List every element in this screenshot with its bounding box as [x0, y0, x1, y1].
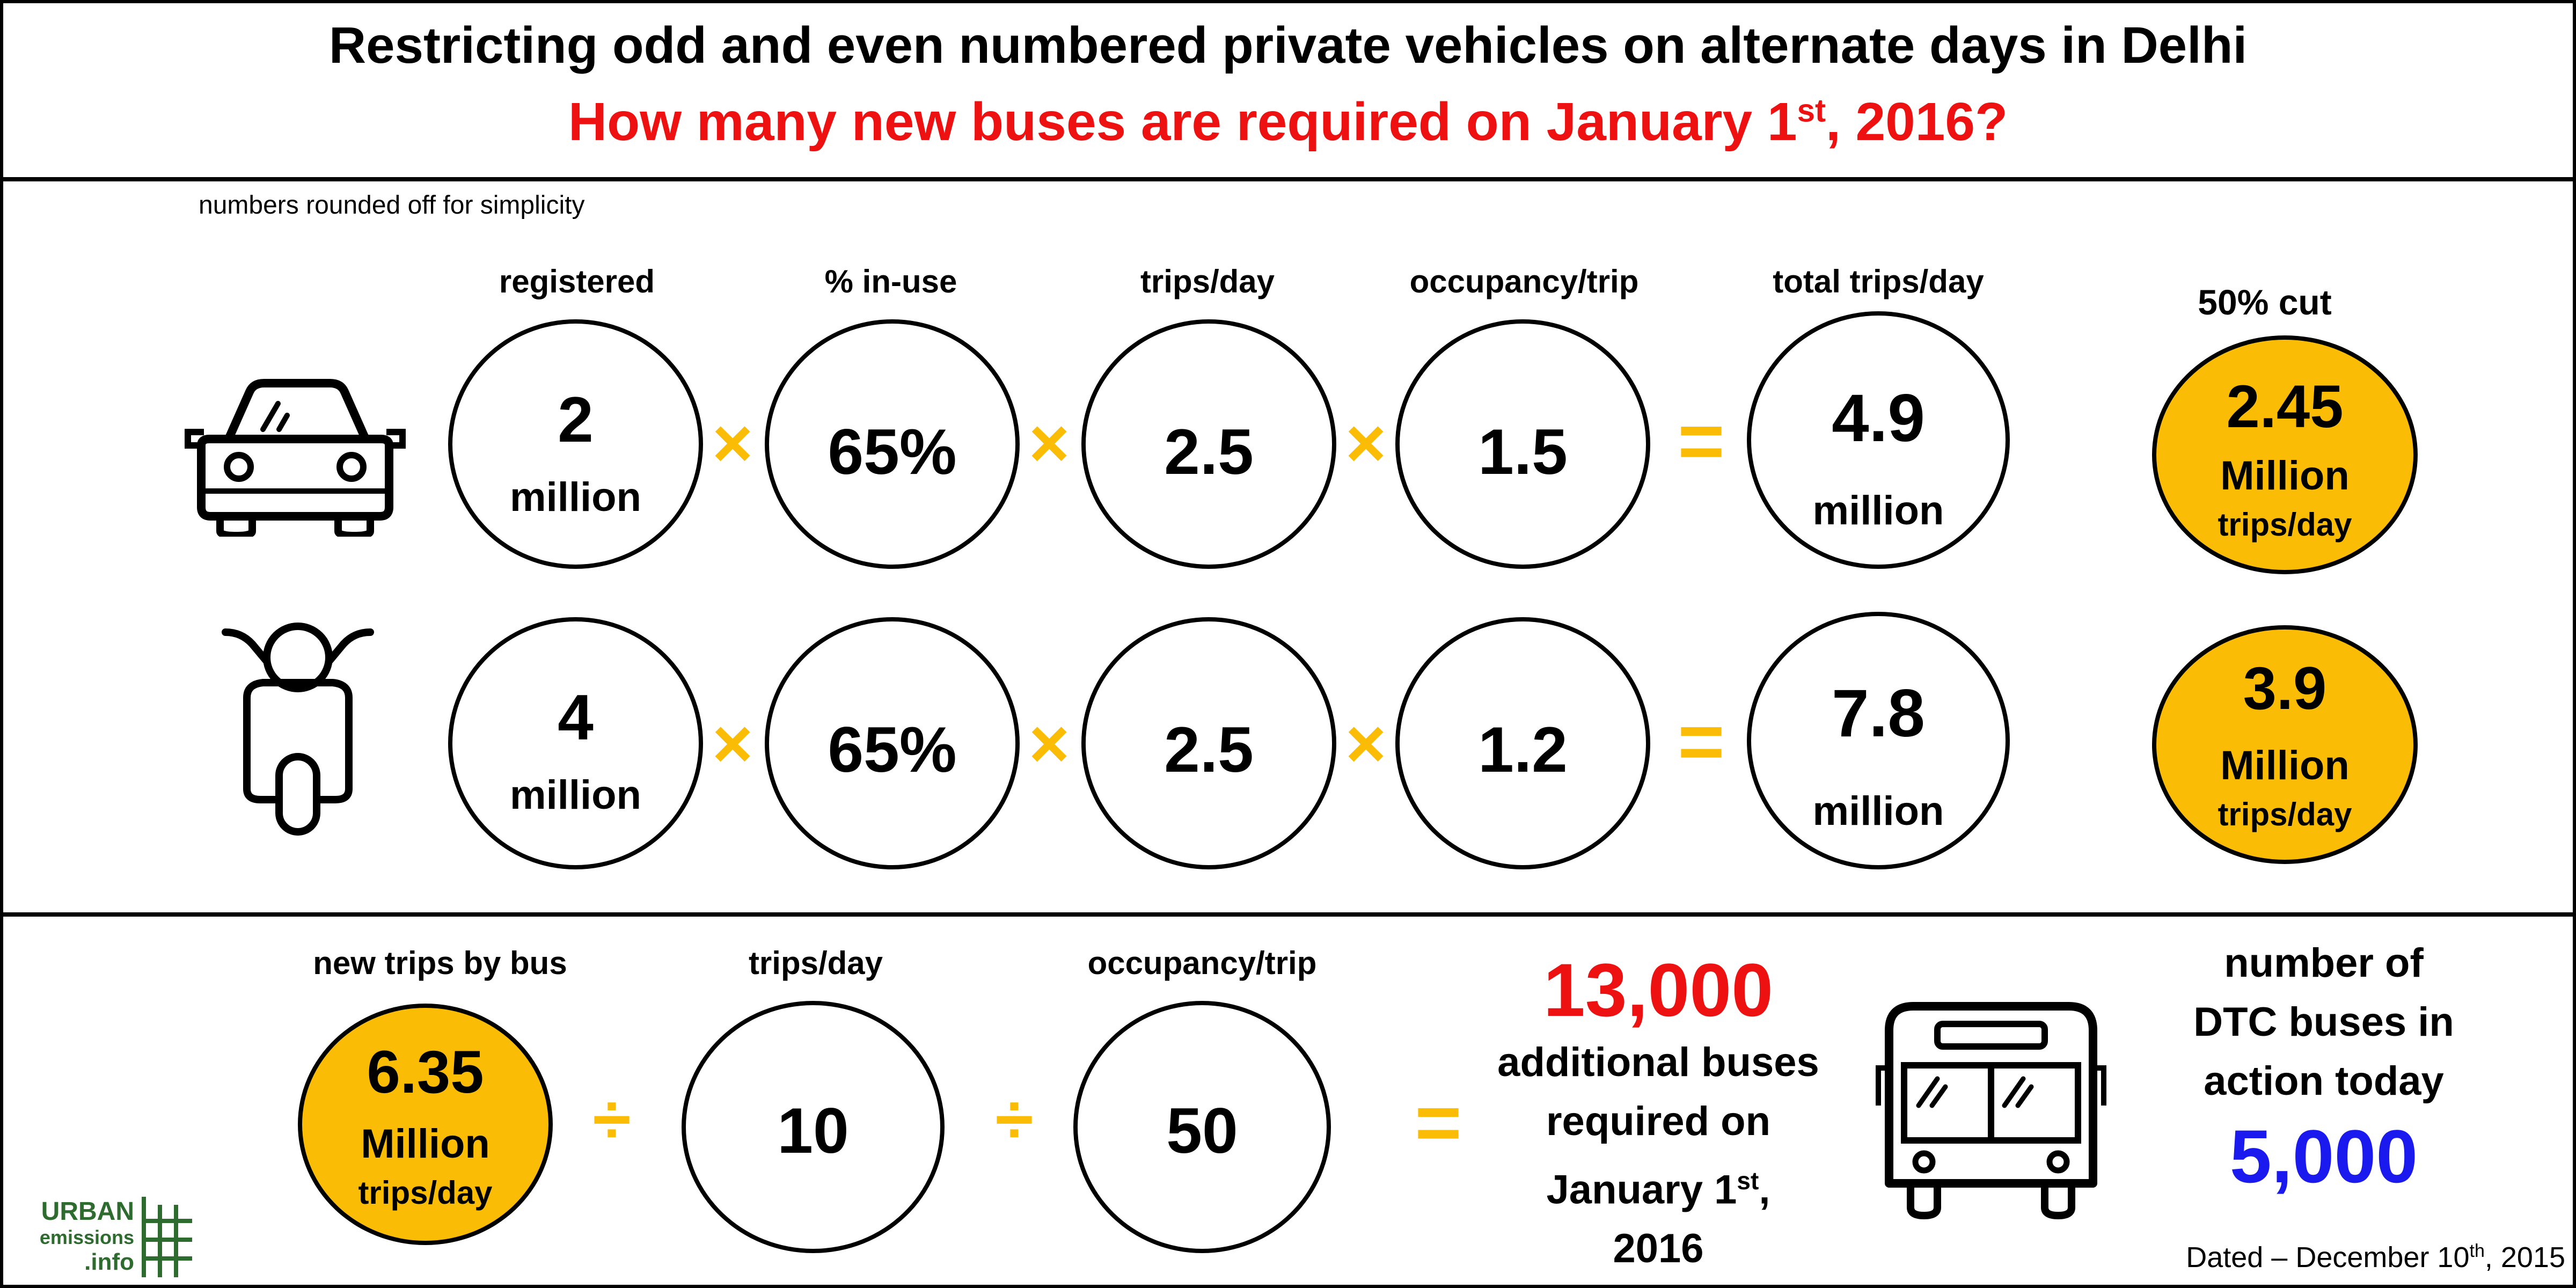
scooter-total-value: 7.8 — [1832, 676, 1925, 751]
date-prefix: Dated – December 10 — [2186, 1241, 2470, 1274]
car-trips-circle: 2.5 — [1081, 319, 1336, 569]
label-new-trips-by-bus: new trips by bus — [313, 945, 567, 981]
car-icon — [185, 379, 406, 537]
label-in-use: % in-use — [824, 264, 957, 299]
dtc-line-1: number of — [2224, 940, 2424, 986]
scooter-cut-value: 3.9 — [2243, 655, 2327, 722]
result-line-2: required on — [1546, 1099, 1771, 1144]
car-total-unit: million — [1812, 488, 1944, 533]
dtc-block: number of DTC buses in action today 5,00… — [2174, 934, 2474, 1202]
car-registered-unit: million — [510, 474, 641, 520]
scooter-total-circle: 7.8 million — [1747, 612, 2010, 869]
dtc-line-2: DTC buses in — [2193, 999, 2454, 1045]
multiply-operator: × — [1345, 404, 1386, 482]
result-line-4: 2016 — [1613, 1226, 1704, 1272]
rounding-note: numbers rounded off for simplicity — [199, 191, 585, 219]
divide-operator: ÷ — [592, 1080, 631, 1158]
car-cut-circle: 2.45 Million trips/day — [2152, 335, 2418, 574]
scooter-registered-circle: 4 million — [448, 617, 703, 869]
subtitle-sup: st — [1797, 92, 1826, 129]
date-suffix: , 2015 — [2484, 1241, 2565, 1274]
bus-occupancy-circle: 50 — [1073, 1001, 1331, 1253]
result-line-1: additional buses — [1497, 1040, 1819, 1085]
result-line-3-prefix: January 1 — [1546, 1167, 1737, 1213]
multiply-operator: × — [1345, 704, 1386, 782]
scooter-cut-sub: trips/day — [2218, 796, 2352, 832]
car-registered-circle: 2 million — [448, 319, 703, 569]
new-trips-value: 6.35 — [367, 1038, 484, 1106]
result-block: 13,000 additional buses required on Janu… — [1470, 947, 1846, 1278]
multiply-operator: × — [712, 404, 753, 482]
page-subtitle: How many new buses are required on Janua… — [0, 91, 2576, 153]
label-bus-occupancy: occupancy/trip — [1087, 945, 1317, 981]
scooter-occupancy-value: 1.2 — [1478, 714, 1568, 786]
bus-occupancy-value: 50 — [1166, 1095, 1238, 1167]
new-trips-circle: 6.35 Million trips/day — [298, 1004, 553, 1245]
label-total-trips: total trips/day — [1773, 264, 1984, 299]
result-line-3: January 1st, — [1470, 1151, 1846, 1219]
label-registered: registered — [499, 264, 655, 299]
date-sup: th — [2469, 1241, 2485, 1261]
car-in-use-circle: 65% — [765, 319, 1020, 569]
scooter-registered-unit: million — [510, 772, 641, 818]
logo-line-1: URBAN — [41, 1197, 134, 1226]
date-stamp: Dated – December 10th, 2015 — [2136, 1241, 2565, 1274]
scooter-total-unit: million — [1812, 788, 1944, 834]
scooter-cut-unit: Million — [2220, 743, 2350, 788]
car-occupancy-circle: 1.5 — [1395, 319, 1650, 569]
label-occupancy: occupancy/trip — [1409, 264, 1639, 299]
scooter-registered-value: 4 — [558, 682, 594, 753]
car-trips-value: 2.5 — [1164, 416, 1254, 488]
multiply-operator: × — [712, 704, 753, 782]
bus-icon — [1876, 1002, 2106, 1220]
scooter-icon — [222, 623, 374, 836]
equals-operator: = — [1678, 696, 1725, 786]
car-occupancy-value: 1.5 — [1478, 416, 1568, 488]
logo-grid-icon — [142, 1197, 192, 1277]
car-registered-value: 2 — [558, 384, 594, 456]
car-total-value: 4.9 — [1832, 381, 1925, 456]
result-value: 13,000 — [1543, 948, 1774, 1032]
car-cut-value: 2.45 — [2226, 373, 2344, 440]
scooter-occupancy-circle: 1.2 — [1395, 617, 1650, 869]
section-divider — [0, 912, 2576, 917]
dtc-value: 5,000 — [2229, 1114, 2418, 1198]
car-total-circle: 4.9 million — [1747, 311, 2010, 569]
scooter-in-use-circle: 65% — [765, 617, 1020, 869]
page-title: Restricting odd and even numbered privat… — [328, 17, 2248, 74]
logo-line-2: emissions — [39, 1226, 134, 1248]
scooter-trips-circle: 2.5 — [1081, 617, 1336, 869]
subtitle-prefix: How many new buses are required on Janua… — [568, 92, 1797, 152]
label-trips-per-day: trips/day — [1140, 264, 1275, 299]
result-line-3-sup: st — [1737, 1167, 1759, 1195]
header-divider — [0, 177, 2576, 181]
label-cut: 50% cut — [2198, 282, 2332, 322]
equals-operator: = — [1415, 1077, 1462, 1167]
bus-trips-value: 10 — [777, 1095, 849, 1167]
multiply-operator: × — [1029, 704, 1070, 782]
scooter-trips-value: 2.5 — [1164, 714, 1254, 786]
dtc-line-3: action today — [2204, 1058, 2444, 1104]
new-trips-sub: trips/day — [358, 1175, 493, 1211]
bus-trips-circle: 10 — [682, 1001, 945, 1253]
scooter-in-use-value: 65% — [828, 714, 957, 786]
equals-operator: = — [1678, 396, 1725, 486]
car-in-use-value: 65% — [828, 416, 957, 488]
logo-line-3: .info — [84, 1249, 134, 1275]
subtitle-suffix: , 2016? — [1825, 92, 2008, 152]
logo: URBAN emissions .info — [11, 1197, 193, 1283]
car-cut-unit: Million — [2220, 453, 2350, 499]
label-bus-trips-per-day: trips/day — [748, 945, 883, 981]
new-trips-unit: Million — [361, 1121, 490, 1167]
divide-operator: ÷ — [995, 1080, 1034, 1158]
car-cut-sub: trips/day — [2218, 507, 2352, 543]
scooter-cut-circle: 3.9 Million trips/day — [2152, 625, 2418, 864]
result-line-3-suffix: , — [1759, 1167, 1770, 1213]
multiply-operator: × — [1029, 404, 1070, 482]
